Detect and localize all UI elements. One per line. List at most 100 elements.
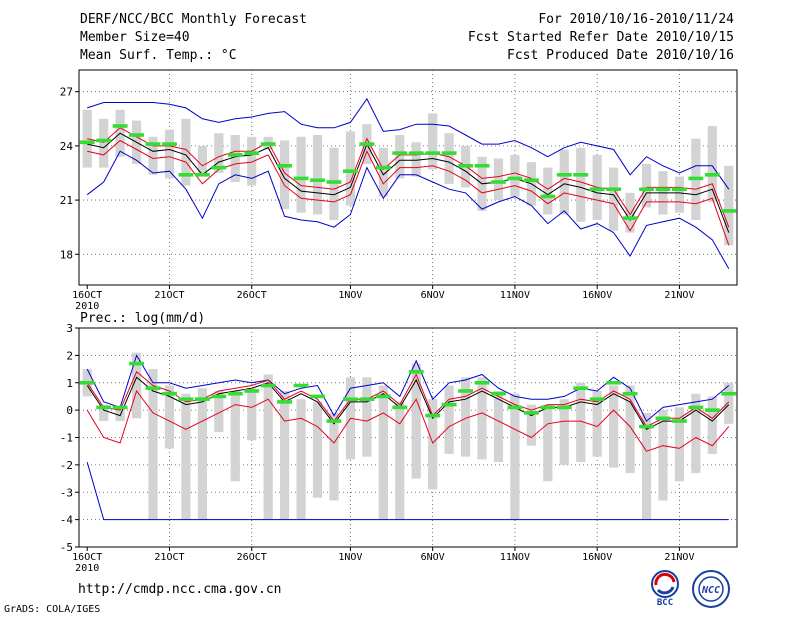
- prec-box: [280, 390, 290, 520]
- temp-box: [707, 126, 717, 202]
- temp-xtick-label: 1NOV: [338, 290, 362, 301]
- prec-ytick-label: 2: [66, 349, 73, 362]
- prec-obs-marker: [688, 405, 704, 410]
- prec-obs-marker: [310, 394, 325, 399]
- prec-mean-line: [86, 376, 730, 430]
- temp-obs-marker: [326, 180, 342, 184]
- prec-box: [131, 352, 142, 419]
- prec-xtick-label: 16NOV: [582, 552, 612, 563]
- temp-xtick-label: 16OCT: [72, 290, 102, 301]
- prec-obs-marker: [458, 389, 473, 393]
- forecast-period: For 2010/10/16-2010/11/24: [538, 12, 734, 27]
- prec-box: [460, 377, 471, 457]
- temp-box: [164, 129, 175, 179]
- temp-obs-marker: [721, 209, 737, 213]
- prec-ytick-label: -3: [60, 486, 73, 499]
- prec-obs-marker: [326, 419, 342, 423]
- bcc-logo: BCC: [644, 568, 686, 612]
- prec-obs-marker: [178, 397, 194, 401]
- prec-box: [148, 369, 158, 520]
- prec-obs-marker: [655, 416, 671, 421]
- svg-text:BCC: BCC: [657, 598, 673, 608]
- prec-min-line: [86, 461, 729, 521]
- temp-box: [576, 147, 586, 222]
- prec-obs-marker: [491, 391, 506, 396]
- prec-obs-marker: [129, 361, 144, 366]
- prec-obs-marker: [277, 400, 293, 404]
- prec-obs-marker: [606, 380, 622, 385]
- prec-box: [641, 412, 652, 520]
- temp-obs-marker: [425, 151, 441, 155]
- prec-box: [214, 390, 224, 433]
- temp-box: [345, 131, 356, 206]
- temp-box: [510, 154, 520, 197]
- prec-obs-marker: [145, 386, 161, 391]
- temp-xtick-label: 11NOV: [500, 290, 530, 301]
- temp-frame: [78, 69, 738, 286]
- prec-box: [658, 410, 668, 501]
- temp-box: [444, 133, 454, 184]
- prec-box: [181, 393, 191, 520]
- temp-upper-line: [87, 127, 730, 228]
- temp-obs-marker: [293, 176, 309, 181]
- prec-obs-marker: [343, 397, 358, 401]
- prec-obs-marker: [194, 397, 210, 401]
- prec-box: [444, 385, 454, 454]
- prec-obs-marker: [672, 419, 687, 423]
- prec-max-line: [86, 354, 730, 422]
- prec-obs-marker: [474, 380, 490, 385]
- fcst-produced-date: Fcst Produced Date 2010/10/16: [507, 48, 734, 63]
- temp-obs-marker: [392, 151, 408, 155]
- temp-obs-marker: [589, 187, 605, 192]
- prec-box: [99, 404, 109, 422]
- prec-ytick-label: -1: [60, 432, 73, 445]
- temp-obs-marker: [375, 165, 391, 170]
- temp-obs-marker: [112, 124, 128, 128]
- prec-xtick-label: 6NOV: [421, 552, 445, 563]
- prec-panel: -5 -4 -3 -2 -1 0 1 2 3 16OCT 21OCT 26OCT 1NOV 6NOV 11N…: [60, 311, 738, 574]
- temp-box: [724, 165, 734, 246]
- prec-box: [296, 399, 306, 520]
- prec-obs-marker: [375, 394, 391, 399]
- prec-obs-marker: [540, 405, 556, 410]
- temp-obs-marker: [79, 140, 95, 145]
- prec-xtick-label: 26OCT: [237, 552, 267, 563]
- prec-box: [395, 401, 405, 520]
- prec-obs-marker: [392, 405, 408, 410]
- prec-box: [197, 388, 207, 520]
- footer-url-link[interactable]: http://cmdp.ncc.cma.gov.cn: [78, 582, 282, 597]
- temp-xtick-label: 16NOV: [582, 290, 612, 301]
- temp-box: [641, 163, 652, 208]
- prec-obs-marker: [96, 405, 112, 410]
- prec-obs-marker: [244, 389, 260, 393]
- grads-credit: GrADS: COLA/IGES: [4, 604, 101, 615]
- temp-box: [214, 133, 224, 173]
- prec-obs-marker: [260, 383, 276, 388]
- temp-lower-line: [87, 139, 730, 246]
- member-size-label: Member Size=40: [80, 30, 190, 45]
- prec-obs-marker: [408, 370, 424, 374]
- temp-box: [411, 142, 421, 177]
- prec-obs-marker: [704, 408, 720, 412]
- prec-box: [411, 363, 421, 479]
- prec-obs-marker: [425, 413, 441, 418]
- temp-box: [543, 167, 553, 215]
- prec-lower-line: [86, 389, 730, 452]
- prec-box: [164, 385, 175, 449]
- ncc-logo: NCC: [690, 568, 732, 614]
- svg-text:NCC: NCC: [701, 585, 720, 596]
- temp-ytick-label: 18: [60, 248, 73, 261]
- prec-xtick-label: 16OCT: [72, 552, 102, 563]
- prec-obs-marker: [573, 386, 589, 391]
- temp-obs-marker: [194, 172, 210, 177]
- temp-year-label: 2010: [75, 301, 99, 312]
- temp-obs-marker: [704, 172, 720, 177]
- temp-obs-marker: [458, 163, 473, 168]
- prec-obs-marker: [227, 391, 243, 396]
- temp-box: [230, 135, 240, 183]
- prec-obs-marker: [556, 405, 572, 410]
- prec-ytick-label: 0: [66, 404, 73, 417]
- prec-xtick-label: 1NOV: [338, 552, 362, 563]
